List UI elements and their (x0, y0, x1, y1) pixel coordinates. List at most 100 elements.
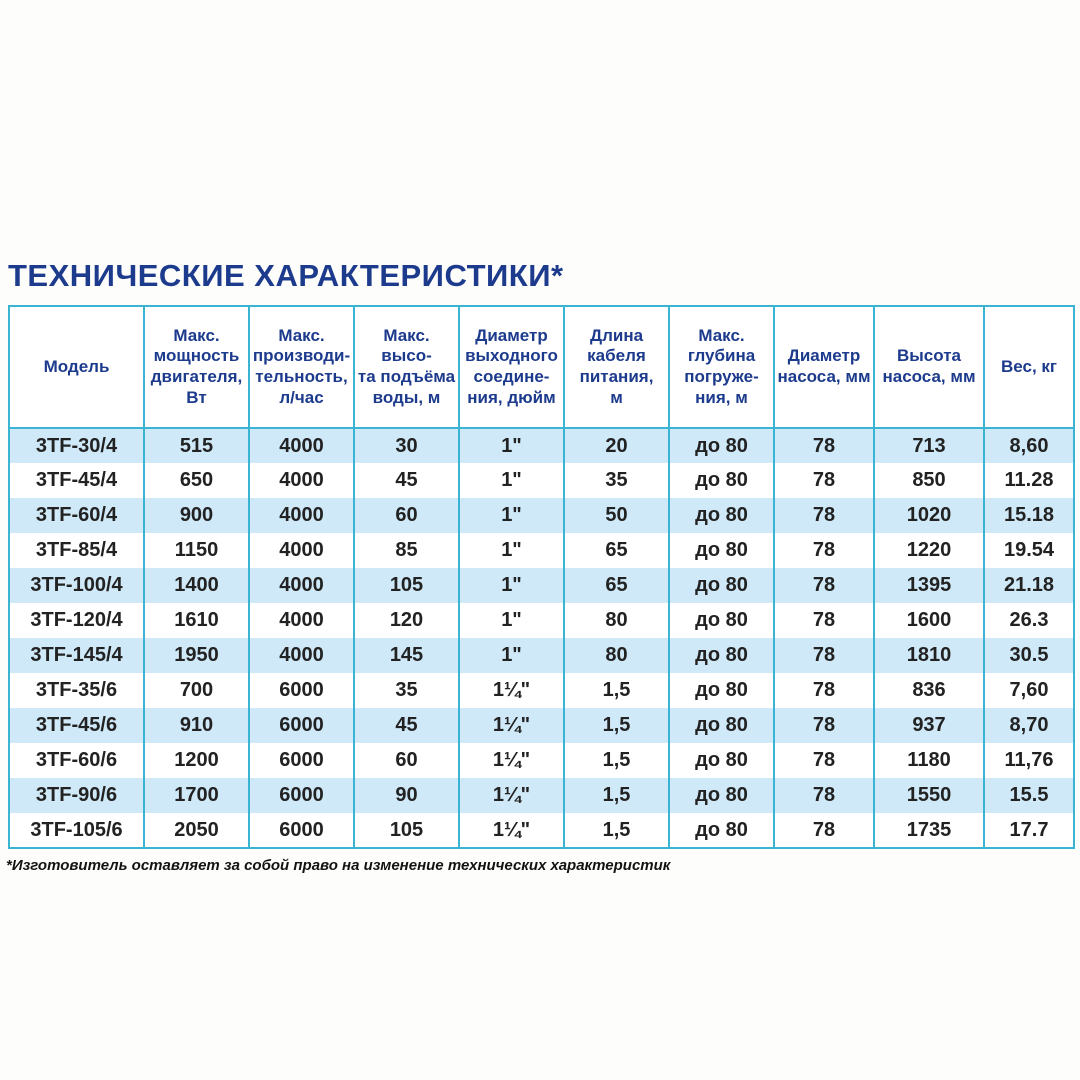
table-cell: до 80 (668, 428, 775, 463)
table-cell: 2050 (143, 813, 250, 848)
table-cell: до 80 (668, 813, 775, 848)
table-cell: 15.18 (983, 498, 1075, 533)
table-cell: 78 (773, 743, 875, 778)
table-cell: 90 (353, 778, 460, 813)
column-header-max-motor-power: Макс. мощность двигателя, Вт (143, 306, 250, 429)
table-cell: 1180 (873, 743, 985, 778)
table-cell: 20 (563, 428, 670, 463)
table-cell: 1" (458, 603, 565, 638)
table-cell: 1550 (873, 778, 985, 813)
column-header-max-depth: Макс. глубина погруже- ния, м (668, 306, 775, 429)
table-cell: 1700 (143, 778, 250, 813)
table-cell: 50 (563, 498, 670, 533)
table-cell: 4000 (248, 568, 355, 603)
table-cell: 11.28 (983, 463, 1075, 498)
table-cell: 1950 (143, 638, 250, 673)
table-cell: 6000 (248, 813, 355, 848)
table-cell: 1¼" (458, 743, 565, 778)
table-cell: 700 (143, 673, 250, 708)
table-cell: 1" (458, 568, 565, 603)
table-row: 3TF-60/4 900 4000 60 1" 50 до 80 78 1020 15.18 (8, 498, 1075, 533)
table-cell: 836 (873, 673, 985, 708)
table-cell: 713 (873, 428, 985, 463)
table-cell: 26.3 (983, 603, 1075, 638)
table-cell: 3TF-145/4 (8, 638, 145, 673)
table-cell: 4000 (248, 428, 355, 463)
table-row: 3TF-30/4 515 4000 30 1" 20 до 80 78 713 8,60 (8, 428, 1075, 463)
table-cell: 910 (143, 708, 250, 743)
table-cell: 35 (353, 673, 460, 708)
table-cell: 78 (773, 638, 875, 673)
table-cell: 3TF-35/6 (8, 673, 145, 708)
table-cell: 80 (563, 638, 670, 673)
table-cell: 65 (563, 533, 670, 568)
table-cell: 30 (353, 428, 460, 463)
table-cell: 78 (773, 498, 875, 533)
table-cell: 1" (458, 533, 565, 568)
table-cell: 1600 (873, 603, 985, 638)
table-cell: 850 (873, 463, 985, 498)
table-cell: 105 (353, 813, 460, 848)
table-cell: 4000 (248, 498, 355, 533)
footnote: *Изготовитель оставляет за собой право н… (6, 857, 671, 874)
table-row: 3TF-45/4 650 4000 45 1" 35 до 80 78 850 11.28 (8, 463, 1075, 498)
table-row: 3TF-35/6 700 6000 35 1¼" 1,5 до 80 78 836 7,60 (8, 673, 1075, 708)
table-cell: 4000 (248, 533, 355, 568)
table-cell: 1,5 (563, 743, 670, 778)
table-cell: 1,5 (563, 673, 670, 708)
table-row: 3TF-120/4 1610 4000 120 1" 80 до 80 78 1600 26.3 (8, 603, 1075, 638)
table-row: 3TF-100/4 1400 4000 105 1" 65 до 80 78 1395 21.18 (8, 568, 1075, 603)
table-cell: 1¼" (458, 813, 565, 848)
table-cell: 1" (458, 428, 565, 463)
table-cell: до 80 (668, 778, 775, 813)
table-cell: 85 (353, 533, 460, 568)
column-header-outlet-diameter: Диаметр выходного соедине- ния, дюйм (458, 306, 565, 429)
table-cell: 17.7 (983, 813, 1075, 848)
table-cell: 3TF-100/4 (8, 568, 145, 603)
table-cell: 1400 (143, 568, 250, 603)
table-cell: 78 (773, 813, 875, 848)
table-cell: 515 (143, 428, 250, 463)
table-cell: до 80 (668, 463, 775, 498)
column-header-pump-diameter: Диаметр насоса, мм (773, 306, 875, 429)
table-cell: до 80 (668, 533, 775, 568)
table-cell: до 80 (668, 638, 775, 673)
table-row: 3TF-85/4 1150 4000 85 1" 65 до 80 78 1220 19.54 (8, 533, 1075, 568)
table-cell: 80 (563, 603, 670, 638)
table-cell: до 80 (668, 498, 775, 533)
table-cell: 4000 (248, 463, 355, 498)
table-row: 3TF-90/6 1700 6000 90 1¼" 1,5 до 80 78 1550 15.5 (8, 778, 1075, 813)
table-cell: 78 (773, 673, 875, 708)
table-cell: 78 (773, 778, 875, 813)
column-header-max-capacity: Макс. производи- тельность, л/час (248, 306, 355, 429)
page-title: ТЕХНИЧЕСКИЕ ХАРАКТЕРИСТИКИ* (8, 258, 564, 293)
table-cell: 78 (773, 708, 875, 743)
table-cell: 1610 (143, 603, 250, 638)
table-cell: 937 (873, 708, 985, 743)
table-cell: 1¼" (458, 778, 565, 813)
table-cell: 1,5 (563, 778, 670, 813)
table-cell: 4000 (248, 638, 355, 673)
table-body: 3TF-30/4 515 4000 30 1" 20 до 80 78 713 8,60 3TF-4… (8, 428, 1075, 848)
column-header-cable-length: Длина кабеля питания, м (563, 306, 670, 429)
table-cell: 3TF-105/6 (8, 813, 145, 848)
table-cell: 3TF-85/4 (8, 533, 145, 568)
table-cell: 120 (353, 603, 460, 638)
table-cell: 3TF-45/4 (8, 463, 145, 498)
table-cell: 3TF-30/4 (8, 428, 145, 463)
table-cell: 45 (353, 708, 460, 743)
column-header-max-lift-height: Макс. высо- та подъёма воды, м (353, 306, 460, 429)
table-cell: 65 (563, 568, 670, 603)
table-row: 3TF-105/6 2050 6000 105 1¼" 1,5 до 80 78 1735 17.… (8, 813, 1075, 848)
table-cell: до 80 (668, 603, 775, 638)
table-cell: 650 (143, 463, 250, 498)
table-cell: 19.54 (983, 533, 1075, 568)
table-cell: 1220 (873, 533, 985, 568)
table-cell: 60 (353, 498, 460, 533)
table-cell: 900 (143, 498, 250, 533)
table-cell: 78 (773, 603, 875, 638)
table-cell: 3TF-45/6 (8, 708, 145, 743)
table-cell: 8,70 (983, 708, 1075, 743)
table-cell: 30.5 (983, 638, 1075, 673)
